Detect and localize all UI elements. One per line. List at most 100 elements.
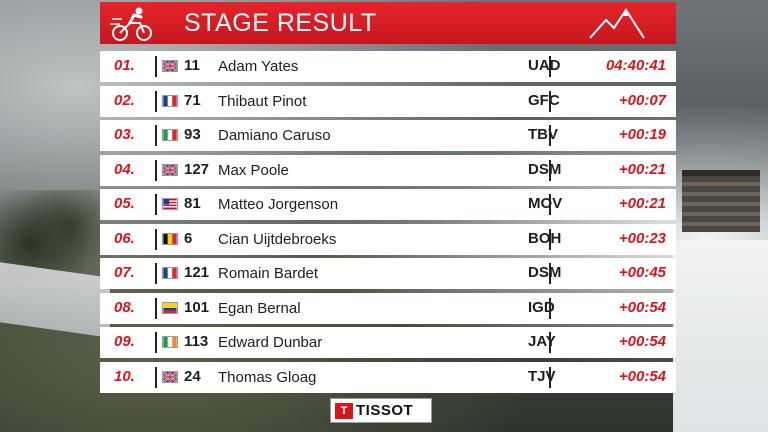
finish-time: +00:54: [618, 367, 666, 385]
team-code: GFC: [528, 91, 560, 109]
background-snow-right: [673, 240, 768, 432]
finish-time: +00:21: [618, 195, 666, 212]
mountain-icon: [589, 8, 645, 39]
result-row: 02. 71 Thibaut Pinot GFC +00:07: [100, 85, 676, 117]
rider-name: Cian Uijtdebroeks: [218, 230, 337, 248]
bib-number: 11: [184, 57, 200, 74]
team-code: BOH: [528, 229, 562, 247]
swiss-cross-icon: T: [335, 402, 353, 419]
divider: [549, 194, 551, 215]
team-code: MOV: [528, 195, 563, 212]
flag-ie-icon: [162, 336, 178, 348]
position: 04.: [114, 160, 135, 178]
flag-gb-icon: [162, 60, 178, 72]
position: 09.: [114, 333, 135, 350]
bib-number: 101: [184, 298, 210, 316]
bib-number: 127: [184, 160, 210, 178]
cyclist-logo-icon: [110, 7, 152, 41]
flag-fr-icon: [162, 94, 178, 107]
rider-name: Romain Bardet: [218, 265, 319, 282]
rider-name: Thibaut Pinot: [218, 92, 307, 110]
result-row: 01. 11 Adam Yates UAD 04:40:41: [100, 51, 676, 82]
result-row: 07. 121 Romain Bardet DSM +00:45: [100, 258, 676, 289]
results-list: 01. 11 Adam Yates UAD 04:40:41 02. 71 Thibaut P…: [100, 51, 676, 393]
position: 02.: [114, 91, 135, 109]
position: 08.: [114, 298, 135, 316]
result-row: 08. 101 Egan Bernal IGD +00:54: [100, 292, 676, 324]
sponsor-name: TISSOT: [356, 402, 414, 419]
position: 05.: [114, 195, 135, 212]
rider-name: Thomas Gloag: [218, 368, 317, 386]
divider: [155, 263, 157, 284]
flag-gb-icon: [162, 163, 178, 176]
divider: [155, 90, 157, 112]
flag-it-icon: [162, 129, 178, 141]
team-code: DSM: [528, 264, 562, 281]
finish-time: +00:07: [618, 91, 666, 109]
bib-number: 113: [184, 333, 209, 350]
divider: [155, 159, 157, 181]
flag-co-icon: [162, 301, 178, 314]
result-row: 09. 113 Edward Dunbar JAY +00:54: [100, 327, 676, 358]
background-building: [682, 170, 760, 232]
divider: [549, 297, 551, 319]
team-code: UAD: [528, 57, 561, 74]
divider: [549, 366, 551, 388]
team-code: JAY: [528, 333, 556, 350]
divider: [155, 194, 157, 215]
team-code: DSM: [528, 160, 562, 178]
divider: [549, 159, 551, 181]
finish-time: 04:40:41: [605, 57, 666, 74]
result-row: 04. 127 Max Poole DSM +00:21: [100, 154, 676, 186]
divider: [549, 332, 551, 353]
result-row: 06. 6 Cian Uijtdebroeks BOH +00:23: [100, 223, 676, 255]
finish-time: +00:54: [618, 333, 666, 350]
board-title: STAGE RESULT: [184, 9, 377, 37]
finish-time: +00:23: [618, 229, 666, 247]
bib-number: 93: [184, 126, 201, 143]
stage-result-board: STAGE RESULT 01. 11 Adam Yates UAD 04:40:41 0…: [100, 2, 676, 396]
finish-time: +00:21: [618, 160, 666, 178]
divider: [549, 125, 551, 146]
finish-time: +00:45: [618, 264, 666, 281]
rider-name: Egan Bernal: [218, 299, 301, 317]
bib-number: 24: [184, 367, 201, 385]
rider-name: Adam Yates: [218, 58, 299, 75]
divider: [549, 263, 551, 284]
bib-number: 81: [184, 195, 201, 212]
finish-time: +00:19: [618, 126, 666, 143]
finish-time: +00:54: [618, 298, 666, 316]
bib-number: 121: [184, 264, 210, 281]
divider: [549, 90, 551, 112]
flag-be-icon: [162, 232, 178, 245]
position: 07.: [114, 264, 135, 281]
position: 03.: [114, 126, 135, 143]
result-row: 05. 81 Matteo Jorgenson MOV +00:21: [100, 189, 676, 220]
divider: [155, 125, 157, 146]
flag-gb-icon: [162, 370, 178, 383]
rider-name: Matteo Jorgenson: [218, 196, 339, 213]
position: 10.: [114, 367, 135, 385]
position: 06.: [114, 229, 135, 247]
divider: [155, 332, 157, 353]
board-header: STAGE RESULT: [100, 2, 676, 44]
divider: [155, 228, 157, 250]
divider: [549, 56, 551, 77]
flag-us-icon: [162, 198, 178, 210]
result-row: 03. 93 Damiano Caruso TBV +00:19: [100, 120, 676, 151]
rider-name: Max Poole: [218, 161, 289, 179]
divider: [155, 366, 157, 388]
bib-number: 6: [184, 229, 193, 247]
team-code: TBV: [528, 126, 558, 143]
flag-fr-icon: [162, 267, 178, 279]
divider: [155, 56, 157, 77]
team-code: TJV: [528, 367, 556, 385]
divider: [549, 228, 551, 250]
divider: [155, 297, 157, 319]
team-code: IGD: [528, 298, 555, 316]
rider-name: Edward Dunbar: [218, 334, 323, 351]
result-row: 10. 24 Thomas Gloag TJV +00:54: [100, 361, 676, 393]
sponsor-logo: T TISSOT: [330, 398, 432, 423]
position: 01.: [114, 57, 135, 74]
bib-number: 71: [184, 91, 201, 109]
